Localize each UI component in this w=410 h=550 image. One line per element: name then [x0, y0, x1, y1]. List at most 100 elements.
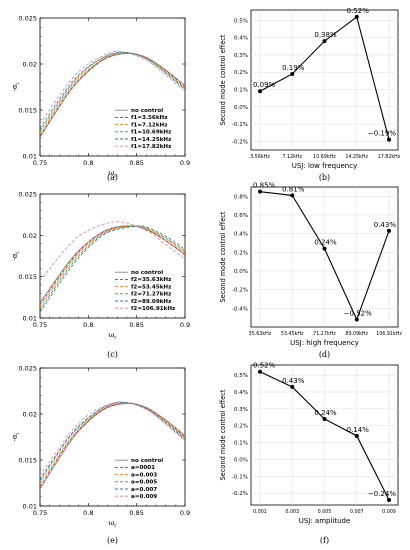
- data-point: [290, 71, 295, 76]
- data-point: [258, 369, 262, 374]
- curve-panel-2: 0.75 0.8 0.85 0.9 0.01 0.015 0.02 0.025 ωr -αi no …: [11, 191, 190, 360]
- y-tick-label: 0.02: [23, 232, 37, 240]
- x-tick-label: 0.9: [180, 159, 190, 167]
- legend-entry: a=0.003: [131, 472, 157, 478]
- y-tick-label: 0.2%: [234, 250, 248, 256]
- panel-caption: (c): [107, 350, 118, 359]
- data-point: [322, 246, 327, 251]
- data-point: [354, 433, 359, 438]
- x-axis-label: USJ: high frequency: [290, 339, 359, 347]
- data-point: [322, 39, 327, 44]
- y-tick-label: 0.025: [18, 15, 37, 23]
- curve-panel-0: 0.75 0.8 0.85 0.9 0.01 0.015 0.02 0.025 ωr -αi no …: [11, 15, 190, 183]
- y-tick-label: 0.1%: [234, 88, 248, 94]
- y-tick-label: 0.015: [18, 457, 37, 465]
- data-label: −0.19%: [368, 130, 396, 138]
- effect-panel-3: -0.4% -0.2% 0.0% 0.2% 0.4% 0.6% 0.8% 35.63kHz 53…: [219, 182, 402, 359]
- curves: [40, 221, 185, 313]
- series-line-4: [40, 225, 185, 313]
- y-tick-label: 0.025: [18, 191, 37, 199]
- x-axis-label: USJ: low frequency: [292, 162, 358, 170]
- y-tick-label: 0.4%: [234, 232, 248, 238]
- plot-frame: [39, 17, 186, 157]
- x-tick-label: 3.56kHz: [250, 154, 270, 160]
- curves: [40, 401, 185, 490]
- y-tick-label: 0.015: [18, 273, 37, 281]
- x-tick-label: 0.9: [180, 321, 190, 329]
- y-tick-label: 0.3%: [234, 407, 248, 413]
- data-label: 0.43%: [374, 221, 397, 229]
- data-label: 0.52%: [253, 362, 276, 370]
- x-tick-label: 0.85: [129, 509, 143, 517]
- series-line-1: [40, 225, 185, 305]
- data-point: [290, 384, 295, 389]
- y-tick-label: -0.2%: [232, 288, 248, 294]
- y-tick-label: 0.3%: [234, 53, 248, 59]
- data-point: [290, 193, 295, 198]
- y-tick-label: -0.1%: [232, 474, 248, 480]
- y-tick-label: 0.015: [18, 107, 37, 115]
- x-tick-label: 0.8: [83, 509, 93, 517]
- legend-entry: a=0.009: [131, 494, 157, 500]
- legend-entry: no control: [131, 108, 163, 114]
- y-tick-label: 0.01: [23, 153, 37, 161]
- series-line-3: [40, 52, 185, 132]
- y-tick-label: 0.6%: [234, 213, 248, 219]
- curves: [40, 50, 185, 138]
- legend-entry: a=0.005: [131, 480, 157, 486]
- data-label: −0.24%: [368, 490, 396, 498]
- panel-caption: (d): [319, 350, 330, 359]
- data-label: −0.52%: [344, 310, 372, 318]
- data-label: 0.43%: [282, 377, 305, 385]
- legend-entry: a=0.007: [131, 487, 157, 493]
- y-axis-label: Second mode control effect: [219, 34, 227, 125]
- x-tick-label: 10.69kHz: [313, 154, 336, 160]
- series-line-4: [40, 51, 185, 129]
- y-tick-label: 0.4%: [234, 390, 248, 396]
- effect-panel-5: -0.2% -0.1% 0.0% 0.1% 0.2% 0.3% 0.4% 0.5% 0.001 0…: [219, 362, 399, 545]
- y-axis-label: -αi: [11, 432, 21, 441]
- data-point: [258, 189, 262, 194]
- y-tick-label: 0.5%: [234, 18, 248, 24]
- data-point: [258, 89, 262, 94]
- y-axis-label: Second mode control effect: [219, 389, 227, 480]
- x-tick-label: 0.75: [33, 321, 47, 329]
- y-tick-label: 0.8%: [234, 194, 248, 200]
- x-axis-label: USJ: amplitude: [299, 517, 351, 525]
- x-tick-label: 0.75: [33, 159, 47, 167]
- legend-entry: no control: [131, 458, 163, 464]
- y-tick-label: -0.1%: [232, 122, 248, 128]
- y-axis-label: Second mode control effect: [219, 211, 227, 302]
- legend-entry: f2=53.45kHz: [131, 284, 171, 290]
- data-label: 0.24%: [314, 409, 337, 417]
- series-line-5: [40, 401, 185, 476]
- x-tick-label: 0.85: [129, 321, 143, 329]
- y-tick-label: 0.01: [23, 315, 37, 323]
- effect-panel-1: -0.2% -0.1% 0.0% 0.1% 0.2% 0.3% 0.4% 0.5% 3.56kH…: [219, 7, 401, 182]
- y-axis-label: -αi: [11, 251, 21, 260]
- x-axis-label: ωr: [108, 519, 117, 529]
- y-tick-label: 0.0%: [234, 105, 248, 111]
- plot-frame: [39, 367, 186, 507]
- legend-entry: f2=106.91kHz: [131, 306, 175, 312]
- legend-entry: f2=35.63kHz: [131, 277, 171, 283]
- y-tick-label: 0.1%: [234, 441, 248, 447]
- series-line-1: [40, 52, 185, 136]
- x-tick-label: 17.82kHz: [378, 154, 401, 160]
- x-tick-label: 53.45kHz: [281, 331, 304, 337]
- legend-entry: f2=89.09kHz: [131, 299, 171, 305]
- legend-entry: f2=71.27kHz: [131, 292, 171, 298]
- y-tick-label: 0.5%: [234, 373, 248, 379]
- series-line-2: [40, 402, 185, 485]
- y-tick-label: 0.2%: [234, 424, 248, 430]
- x-tick-label: 0.003: [285, 509, 299, 515]
- legend-entry: f1=7.12kHz: [131, 122, 167, 128]
- data-label: 0.24%: [314, 239, 337, 247]
- y-tick-label: -0.2%: [232, 139, 248, 145]
- data-point: [354, 317, 359, 322]
- data-label: 0.85%: [253, 182, 276, 190]
- y-tick-label: 0.0%: [234, 457, 248, 463]
- legend-entry: f1=14.25kHz: [131, 137, 171, 143]
- legend-entry: f1=3.56kHz: [131, 115, 167, 121]
